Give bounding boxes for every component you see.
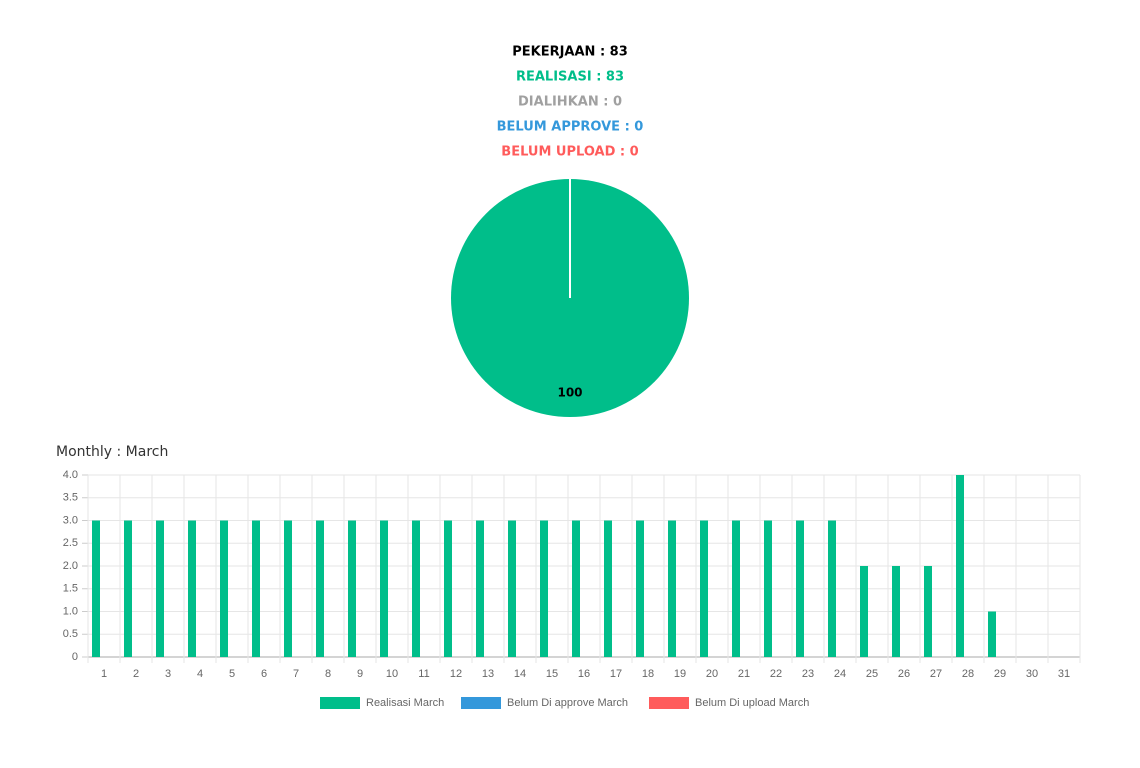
x-tick-label: 15 bbox=[546, 668, 558, 680]
x-tick-label: 7 bbox=[293, 668, 299, 680]
x-tick-label: 27 bbox=[930, 668, 942, 680]
x-tick-label: 6 bbox=[261, 668, 267, 680]
bar bbox=[764, 520, 772, 657]
y-tick-label: 2.5 bbox=[63, 537, 78, 549]
summary-line: DIALIHKAN : 0 bbox=[518, 95, 622, 110]
x-tick-label: 23 bbox=[802, 668, 814, 680]
x-tick-label: 20 bbox=[706, 668, 718, 680]
x-tick-label: 4 bbox=[197, 668, 203, 680]
bar bbox=[636, 520, 644, 657]
bar bbox=[508, 520, 516, 657]
x-tick-label: 29 bbox=[994, 668, 1006, 680]
pie-label: 100 bbox=[557, 386, 582, 400]
bar bbox=[156, 520, 164, 657]
bar bbox=[796, 520, 804, 657]
bar bbox=[444, 520, 452, 657]
x-tick-label: 17 bbox=[610, 668, 622, 680]
bar bbox=[956, 475, 964, 657]
x-tick-label: 24 bbox=[834, 668, 846, 680]
legend-label: Realisasi March bbox=[366, 697, 444, 709]
bar bbox=[220, 520, 228, 657]
x-tick-label: 2 bbox=[133, 668, 139, 680]
x-tick-label: 12 bbox=[450, 668, 462, 680]
x-tick-label: 30 bbox=[1026, 668, 1038, 680]
bar bbox=[860, 566, 868, 657]
bar bbox=[252, 520, 260, 657]
x-tick-label: 3 bbox=[165, 668, 171, 680]
y-tick-label: 4.0 bbox=[63, 469, 78, 481]
bar bbox=[828, 520, 836, 657]
x-tick-label: 26 bbox=[898, 668, 910, 680]
bar bbox=[188, 520, 196, 657]
bar bbox=[476, 520, 484, 657]
summary-line: BELUM UPLOAD : 0 bbox=[501, 145, 638, 160]
y-tick-label: 3.0 bbox=[63, 514, 78, 526]
x-tick-label: 22 bbox=[770, 668, 782, 680]
legend-swatch bbox=[320, 697, 360, 709]
bar bbox=[380, 520, 388, 657]
chart-title: Monthly : March bbox=[56, 444, 168, 460]
x-tick-label: 25 bbox=[866, 668, 878, 680]
legend-swatch bbox=[649, 697, 689, 709]
bar bbox=[412, 520, 420, 657]
x-tick-label: 1 bbox=[101, 668, 107, 680]
x-tick-label: 13 bbox=[482, 668, 494, 680]
legend-label: Belum Di upload March bbox=[695, 697, 809, 709]
summary-line: REALISASI : 83 bbox=[516, 70, 624, 85]
bar bbox=[540, 520, 548, 657]
x-tick-label: 5 bbox=[229, 668, 235, 680]
y-tick-label: 0 bbox=[72, 651, 78, 663]
bar bbox=[348, 520, 356, 657]
bar bbox=[732, 520, 740, 657]
y-tick-label: 1.0 bbox=[63, 605, 78, 617]
bar bbox=[124, 520, 132, 657]
x-tick-label: 21 bbox=[738, 668, 750, 680]
x-tick-label: 8 bbox=[325, 668, 331, 680]
x-tick-label: 28 bbox=[962, 668, 974, 680]
x-tick-label: 31 bbox=[1058, 668, 1070, 680]
bar bbox=[572, 520, 580, 657]
bar bbox=[924, 566, 932, 657]
legend-label: Belum Di approve March bbox=[507, 697, 628, 709]
bar bbox=[668, 520, 676, 657]
y-tick-label: 0.5 bbox=[63, 628, 78, 640]
legend-swatch bbox=[461, 697, 501, 709]
summary-line: PEKERJAAN : 83 bbox=[512, 45, 628, 60]
summary-line: BELUM APPROVE : 0 bbox=[497, 120, 644, 135]
y-tick-label: 2.0 bbox=[63, 560, 78, 572]
bar bbox=[604, 520, 612, 657]
x-tick-label: 11 bbox=[418, 668, 429, 680]
x-tick-label: 10 bbox=[386, 668, 398, 680]
x-tick-label: 19 bbox=[674, 668, 686, 680]
bar bbox=[700, 520, 708, 657]
bar bbox=[92, 520, 100, 657]
x-tick-label: 18 bbox=[642, 668, 654, 680]
x-tick-label: 14 bbox=[514, 668, 526, 680]
y-tick-label: 1.5 bbox=[63, 583, 78, 595]
x-tick-label: 9 bbox=[357, 668, 363, 680]
y-tick-label: 3.5 bbox=[63, 492, 78, 504]
bar bbox=[284, 520, 292, 657]
bar bbox=[316, 520, 324, 657]
x-tick-label: 16 bbox=[578, 668, 590, 680]
bar bbox=[892, 566, 900, 657]
bar bbox=[988, 611, 996, 657]
